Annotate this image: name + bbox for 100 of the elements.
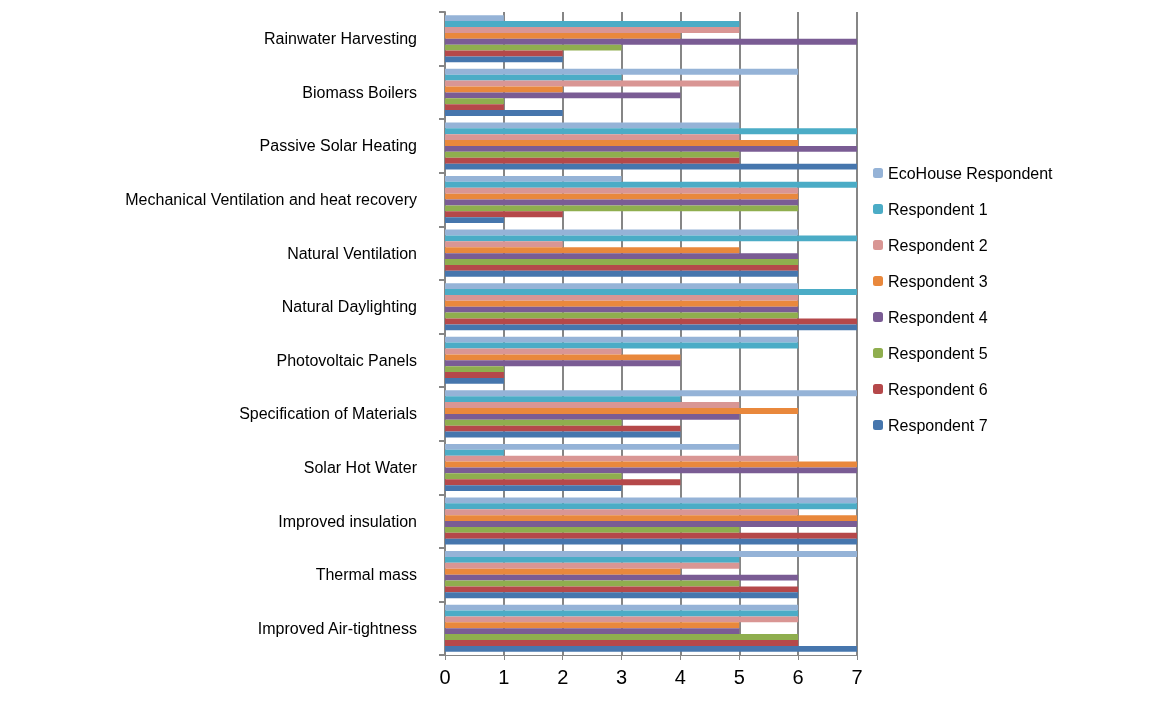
bar [445, 485, 622, 492]
bar [445, 425, 681, 432]
bar [445, 568, 681, 575]
bar [445, 532, 857, 539]
bar [445, 407, 799, 414]
bar [445, 419, 622, 426]
legend-label: EcoHouse Respondent [888, 164, 1054, 182]
bar [445, 294, 799, 301]
y-tick-label: Natural Daylighting [281, 298, 417, 316]
bar [445, 640, 799, 646]
bar [445, 235, 857, 242]
bar [445, 68, 799, 75]
bar [445, 538, 857, 545]
bar [445, 187, 799, 194]
bar [445, 342, 799, 349]
bar [445, 467, 857, 474]
bar [445, 110, 563, 116]
y-tick-label: Solar Hot Water [303, 458, 418, 476]
y-tick-label: Improved insulation [278, 512, 417, 530]
bar [445, 74, 622, 81]
x-tick-label: 5 [733, 666, 745, 688]
x-tick-label: 2 [557, 666, 569, 688]
bar [445, 86, 563, 93]
bar [445, 32, 681, 39]
bar [445, 377, 504, 384]
bar [445, 402, 740, 408]
legend-label: Respondent 4 [888, 308, 988, 326]
bar [445, 592, 799, 599]
legend-label: Respondent 2 [888, 236, 988, 254]
bar [445, 163, 857, 170]
bar [445, 211, 563, 218]
bar [445, 38, 857, 45]
legend-label: Respondent 1 [888, 200, 988, 218]
bar [445, 604, 799, 611]
bar [445, 205, 799, 212]
bar [445, 449, 504, 456]
bar [445, 551, 857, 557]
x-tick-label: 4 [674, 666, 686, 688]
bar [445, 175, 622, 182]
x-tick-label: 0 [439, 666, 451, 688]
bar [445, 509, 799, 516]
bar [445, 586, 799, 593]
bar [445, 455, 799, 462]
bar [445, 193, 799, 200]
y-tick-label: Mechanical Ventilation and heat recovery [125, 191, 417, 209]
bar [445, 283, 799, 290]
bar [445, 622, 740, 629]
bar [445, 259, 799, 265]
y-tick-label: Specification of Materials [239, 405, 417, 423]
bar [445, 145, 857, 152]
bar [445, 92, 681, 99]
legend-label: Respondent 7 [888, 416, 988, 434]
bar [445, 151, 740, 158]
bar [445, 526, 740, 533]
bar [445, 56, 563, 63]
bar [445, 556, 740, 563]
y-tick-label: Rainwater Harvesting [264, 30, 417, 48]
legend-label: Respondent 6 [888, 380, 988, 398]
bar [445, 628, 740, 635]
bar [445, 217, 504, 224]
bar [445, 21, 740, 27]
bar [445, 44, 622, 51]
bar [445, 616, 799, 623]
bar [445, 128, 857, 135]
y-tick-label: Improved Air-tightness [257, 619, 417, 637]
y-tick-label: Thermal mass [315, 566, 417, 584]
bar [445, 562, 740, 569]
bar [445, 521, 857, 527]
bar [445, 413, 740, 420]
bar [445, 634, 799, 640]
bar [445, 390, 857, 397]
bar [445, 318, 857, 325]
y-tick-label: Biomass Boilers [302, 83, 417, 101]
bar [445, 27, 740, 33]
bar [445, 104, 504, 111]
bar [445, 181, 857, 188]
bar [445, 324, 857, 331]
bar [445, 247, 740, 254]
bar [445, 253, 799, 260]
bar [445, 241, 563, 248]
bar [445, 645, 857, 652]
bar [445, 98, 504, 105]
bar [445, 497, 857, 504]
bar [445, 157, 740, 164]
bar [445, 396, 681, 403]
x-tick-label: 3 [616, 666, 628, 688]
x-tick-label: 6 [792, 666, 804, 688]
bar [445, 372, 504, 378]
legend-label: Respondent 3 [888, 272, 988, 290]
bar [445, 574, 799, 581]
bar [445, 15, 504, 22]
y-tick-label: Natural Ventilation [287, 244, 417, 262]
bar [445, 306, 799, 313]
bar [445, 366, 504, 373]
bar [445, 515, 857, 522]
bar [445, 289, 857, 295]
legend-label: Respondent 5 [888, 344, 988, 362]
bar [445, 270, 799, 277]
x-tick-label: 1 [498, 666, 510, 688]
bar [445, 473, 622, 480]
